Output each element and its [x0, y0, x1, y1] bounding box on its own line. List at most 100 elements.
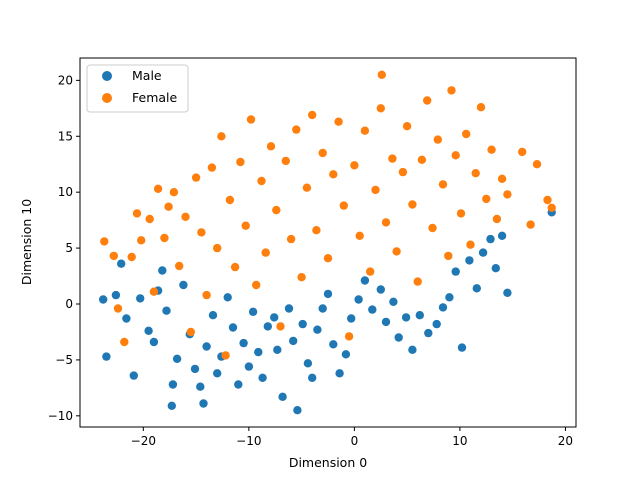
point-female-6 [137, 236, 146, 245]
point-female-80 [526, 220, 535, 229]
point-female-13 [175, 261, 184, 271]
point-female-5 [132, 209, 142, 218]
point-male-46 [335, 369, 344, 378]
y-tick-label-2: 0 [65, 297, 73, 311]
point-female-78 [503, 190, 512, 199]
point-female-62 [423, 96, 432, 105]
point-male-62 [445, 293, 454, 302]
point-female-23 [225, 195, 235, 205]
point-male-0 [99, 295, 108, 304]
point-male-8 [149, 337, 159, 347]
point-male-66 [472, 284, 481, 293]
point-male-29 [248, 307, 258, 316]
point-female-0 [100, 237, 109, 246]
point-female-40 [312, 226, 321, 235]
point-female-33 [276, 322, 285, 331]
point-male-68 [486, 234, 495, 244]
legend-label-male: Male [132, 68, 162, 83]
point-male-51 [368, 305, 377, 314]
point-female-41 [318, 148, 327, 158]
point-male-38 [293, 406, 302, 415]
point-female-31 [266, 142, 276, 151]
point-male-31 [258, 373, 267, 382]
point-female-75 [487, 145, 496, 154]
point-female-26 [241, 221, 250, 230]
point-female-16 [191, 173, 201, 182]
point-male-48 [347, 314, 356, 323]
point-male-52 [376, 285, 385, 294]
point-male-25 [228, 323, 238, 332]
point-female-20 [213, 243, 222, 253]
point-female-37 [297, 273, 306, 282]
point-male-58 [415, 311, 424, 320]
point-male-18 [196, 382, 205, 391]
point-male-71 [503, 288, 512, 297]
x-tick-label-0: −20 [131, 434, 156, 448]
point-male-21 [208, 311, 218, 320]
point-female-47 [350, 161, 359, 170]
point-male-54 [389, 297, 398, 306]
point-female-50 [366, 267, 375, 276]
point-male-32 [263, 322, 272, 331]
point-female-58 [402, 122, 412, 131]
y-tick-label-6: 20 [58, 73, 73, 87]
point-female-79 [518, 147, 527, 157]
point-male-59 [424, 328, 433, 338]
legend-marker-female [102, 93, 112, 103]
x-tick-label-3: 10 [452, 434, 467, 448]
point-male-28 [244, 362, 254, 371]
point-female-52 [376, 104, 385, 113]
point-female-2 [113, 304, 123, 313]
point-female-19 [207, 163, 217, 172]
point-female-25 [236, 157, 245, 167]
point-female-28 [252, 280, 261, 290]
point-male-47 [341, 350, 351, 359]
point-male-40 [303, 359, 313, 368]
point-female-59 [408, 200, 417, 209]
point-male-44 [323, 289, 333, 299]
point-female-67 [447, 86, 456, 95]
point-female-81 [532, 160, 542, 169]
point-male-63 [451, 267, 460, 276]
point-female-42 [323, 254, 333, 263]
point-male-50 [360, 276, 370, 285]
point-female-74 [482, 194, 491, 204]
point-female-57 [398, 167, 408, 177]
point-female-48 [355, 231, 364, 240]
point-female-70 [462, 129, 471, 139]
point-male-14 [172, 354, 182, 363]
legend-label-female: Female [132, 90, 178, 105]
point-female-3 [120, 337, 129, 347]
point-female-34 [281, 156, 290, 166]
point-male-26 [234, 380, 243, 389]
x-tick-label-1: −10 [236, 434, 261, 448]
point-female-15 [186, 327, 195, 337]
point-female-12 [169, 188, 179, 197]
point-female-63 [428, 223, 437, 233]
x-tick-label-2: 0 [351, 434, 359, 448]
point-male-10 [158, 266, 167, 275]
legend-marker-male [102, 71, 112, 81]
point-female-82 [543, 195, 552, 205]
point-male-17 [190, 364, 200, 374]
point-male-30 [254, 347, 263, 357]
point-male-41 [308, 373, 317, 382]
point-male-7 [144, 326, 153, 335]
point-female-71 [466, 240, 475, 249]
point-female-11 [164, 202, 173, 211]
point-male-61 [438, 303, 448, 312]
point-female-77 [497, 174, 507, 183]
point-female-30 [261, 248, 270, 257]
point-female-55 [388, 154, 397, 163]
point-male-19 [199, 399, 208, 408]
y-axis-label: Dimension 10 [19, 199, 34, 285]
point-male-49 [354, 295, 363, 304]
point-female-22 [221, 351, 230, 360]
point-female-72 [471, 169, 480, 178]
point-female-32 [272, 205, 281, 215]
point-male-37 [289, 336, 298, 346]
points-layer [99, 70, 556, 415]
point-female-35 [286, 234, 296, 244]
point-female-64 [433, 135, 442, 144]
